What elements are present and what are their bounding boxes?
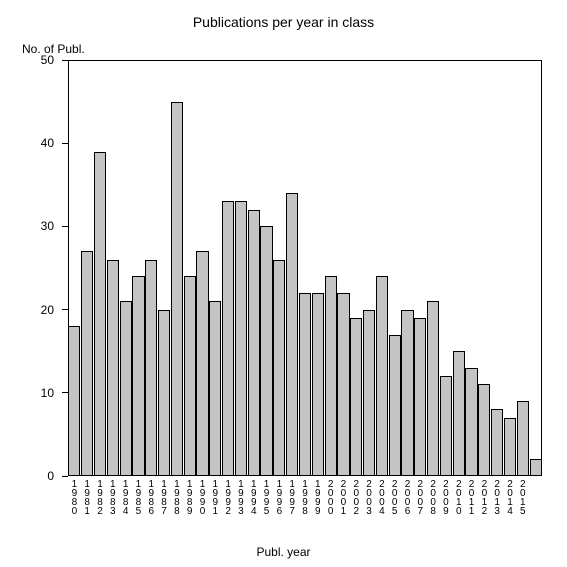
x-tick-label: 1994 xyxy=(249,480,259,516)
x-tick-label: 2014 xyxy=(505,480,515,516)
x-tick-label: 2005 xyxy=(390,480,400,516)
y-tick-label: 50 xyxy=(14,53,54,67)
x-tick-label: 2004 xyxy=(377,480,387,516)
x-tick-label: 1991 xyxy=(210,480,220,516)
x-tick-label: 1981 xyxy=(82,480,92,516)
x-tick-label: 2009 xyxy=(441,480,451,516)
bar xyxy=(222,201,234,476)
bar xyxy=(414,318,426,476)
bar xyxy=(312,293,324,476)
x-tick-label: 1983 xyxy=(108,480,118,516)
x-tick-label: 1987 xyxy=(159,480,169,516)
bar xyxy=(517,401,529,476)
bar xyxy=(184,276,196,476)
x-tick-label: 1990 xyxy=(198,480,208,516)
y-axis-ticks: 01020304050 xyxy=(0,60,68,476)
bar xyxy=(81,251,93,476)
bar xyxy=(376,276,388,476)
bar xyxy=(248,210,260,476)
bar xyxy=(401,310,413,476)
bar xyxy=(107,260,119,476)
bar xyxy=(158,310,170,476)
x-tick-label: 1993 xyxy=(236,480,246,516)
y-tick-label: 30 xyxy=(14,219,54,233)
bar xyxy=(68,326,80,476)
x-tick-label: 2007 xyxy=(415,480,425,516)
bar xyxy=(145,260,157,476)
bar xyxy=(440,376,452,476)
y-tick-label: 40 xyxy=(14,136,54,150)
x-tick-label: 2013 xyxy=(492,480,502,516)
bar xyxy=(465,368,477,476)
x-tick-label: 1989 xyxy=(185,480,195,516)
bar xyxy=(299,293,311,476)
x-tick-label: 1998 xyxy=(300,480,310,516)
x-tick-label: 2001 xyxy=(338,480,348,516)
bar xyxy=(453,351,465,476)
bar xyxy=(120,301,132,476)
x-tick-label: 1980 xyxy=(69,480,79,516)
x-tick-label: 2010 xyxy=(454,480,464,516)
bar xyxy=(325,276,337,476)
x-tick-label: 2006 xyxy=(402,480,412,516)
x-tick-label: 1985 xyxy=(133,480,143,516)
bar xyxy=(363,310,375,476)
x-tick-label: 1982 xyxy=(95,480,105,516)
x-tick-label: 1984 xyxy=(121,480,131,516)
bar xyxy=(478,384,490,476)
bar xyxy=(209,301,221,476)
bar xyxy=(196,251,208,476)
bar xyxy=(427,301,439,476)
chart-title: Publications per year in class xyxy=(0,14,567,30)
y-tick-label: 0 xyxy=(14,469,54,483)
bar xyxy=(530,459,542,476)
bar xyxy=(94,152,106,476)
bar xyxy=(260,226,272,476)
x-tick-label: 1997 xyxy=(287,480,297,516)
x-tick-label: 1999 xyxy=(313,480,323,516)
x-axis-label: Publ. year xyxy=(0,545,567,559)
y-tick-label: 10 xyxy=(14,386,54,400)
x-tick-label: 1995 xyxy=(262,480,272,516)
x-tick-label: 1992 xyxy=(223,480,233,516)
x-tick-label: 1996 xyxy=(274,480,284,516)
bars-group xyxy=(68,60,542,476)
x-tick-label: 1986 xyxy=(146,480,156,516)
bar xyxy=(491,409,503,476)
bar xyxy=(504,418,516,476)
bar xyxy=(389,335,401,476)
bar xyxy=(350,318,362,476)
x-tick-label: 1988 xyxy=(172,480,182,516)
chart-container: Publications per year in class No. of Pu… xyxy=(0,0,567,567)
bar xyxy=(132,276,144,476)
bar xyxy=(171,102,183,476)
bar xyxy=(273,260,285,476)
bar xyxy=(337,293,349,476)
x-tick-label: 2008 xyxy=(428,480,438,516)
bar xyxy=(286,193,298,476)
x-tick-label: 2015 xyxy=(518,480,528,516)
x-tick-label: 2011 xyxy=(467,480,477,516)
x-tick-label: 2002 xyxy=(351,480,361,516)
y-tick-label: 20 xyxy=(14,303,54,317)
x-tick-label: 2000 xyxy=(326,480,336,516)
x-tick-label: 2003 xyxy=(364,480,374,516)
x-tick-label: 2012 xyxy=(479,480,489,516)
bar xyxy=(235,201,247,476)
